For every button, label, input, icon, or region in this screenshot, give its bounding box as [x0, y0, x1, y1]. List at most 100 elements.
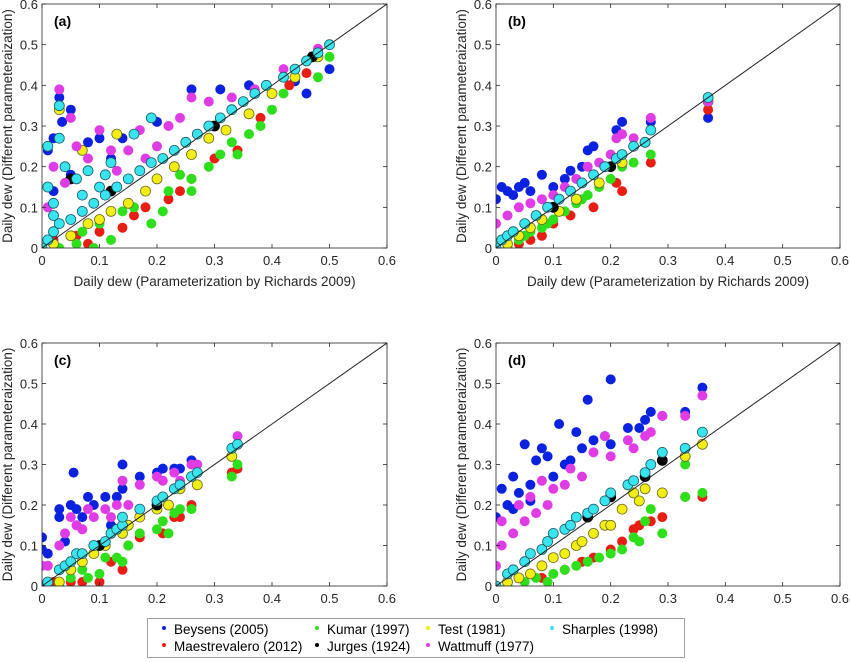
data-point [617, 536, 628, 547]
data-point [508, 190, 519, 201]
data-point [645, 427, 656, 438]
data-point [266, 88, 278, 99]
legend-entry-jurges: Jurges (1924) [315, 639, 410, 655]
data-point [605, 173, 616, 184]
y-tick-label: 0.1 [474, 539, 492, 554]
data-point [588, 141, 599, 152]
data-point [215, 149, 226, 160]
data-point [536, 230, 547, 241]
data-point [324, 64, 335, 75]
data-point [519, 177, 530, 188]
data-point [42, 560, 53, 571]
data-point [703, 112, 714, 123]
y-tick-label: 0.6 [474, 336, 492, 351]
data-point [145, 112, 157, 124]
data-point [48, 197, 59, 209]
data-point [117, 511, 128, 523]
data-point [645, 504, 656, 515]
data-point [65, 214, 77, 225]
data-point [203, 96, 214, 107]
y-tick-label: 0.2 [474, 160, 492, 175]
data-point [117, 475, 128, 486]
data-point [71, 238, 82, 248]
data-point [588, 435, 599, 446]
data-point [157, 206, 168, 217]
data-point [94, 125, 105, 136]
data-point [617, 116, 628, 127]
data-point [134, 471, 145, 482]
points-layer [496, 374, 708, 586]
data-point [122, 197, 134, 209]
data-point [593, 177, 605, 189]
points-layer [42, 431, 243, 586]
data-point [496, 483, 507, 494]
data-point [106, 512, 116, 523]
series-beysens-2005 [42, 443, 237, 559]
data-point [582, 394, 593, 405]
data-point [117, 459, 128, 470]
data-point [548, 568, 559, 579]
data-point [94, 133, 105, 144]
data-point [71, 504, 82, 515]
data-point [570, 193, 582, 205]
data-point [94, 577, 105, 586]
data-point [111, 165, 122, 176]
y-axis-label: Daily dew (Different parameteraization) [454, 348, 469, 582]
data-point [140, 185, 151, 197]
x-tick-label: 0.6 [378, 591, 396, 606]
data-point [83, 153, 93, 164]
data-point [99, 169, 111, 181]
data-point [226, 137, 237, 148]
data-point [496, 218, 501, 229]
series-wattmuff-1977 [42, 431, 243, 571]
data-point [324, 51, 335, 62]
legend-label: Test (1981) [438, 622, 506, 637]
data-point [640, 516, 651, 527]
data-point [634, 423, 645, 433]
data-point [599, 431, 610, 442]
data-point [186, 92, 197, 103]
data-point [106, 234, 116, 245]
data-point [192, 459, 203, 470]
legend-marker [162, 643, 166, 648]
panel-b: 00 0.1 0.1 0.2 0.2 0.3 0.3 0.4 0.4 0.5 0.5 0.6 0.6 (b… [454, 0, 849, 289]
data-point [588, 528, 599, 539]
x-tick-label: 0.3 [659, 253, 677, 268]
data-point [203, 161, 214, 172]
data-point [559, 548, 571, 559]
data-point [105, 205, 117, 217]
data-point [71, 141, 82, 152]
data-point [82, 165, 94, 177]
data-point [88, 512, 99, 523]
data-point [175, 112, 185, 123]
data-point [65, 104, 76, 115]
y-axis-label: Daily dew (Different parameteraization) [0, 9, 15, 243]
series-wattmuff-1977 [496, 390, 708, 571]
data-point [548, 471, 559, 482]
data-point [71, 173, 82, 185]
data-point [605, 374, 616, 385]
data-point [53, 100, 65, 112]
data-point [278, 64, 289, 75]
data-point [140, 202, 151, 213]
data-point [525, 568, 536, 580]
data-point [123, 145, 134, 156]
data-point [57, 116, 68, 127]
data-point [605, 519, 617, 531]
x-tick-label: 0.1 [544, 253, 562, 268]
y-tick-label: 0.6 [20, 0, 38, 12]
data-point [496, 560, 501, 571]
data-point [117, 222, 128, 233]
data-point [588, 447, 599, 458]
y-tick-label: 0.5 [474, 38, 492, 53]
data-point [145, 157, 157, 169]
y-tick-label: 0.4 [20, 417, 38, 432]
data-point [525, 198, 536, 209]
data-point [76, 189, 88, 201]
data-point [255, 112, 266, 123]
data-point [117, 556, 128, 567]
data-point [628, 443, 639, 454]
data-point [59, 161, 71, 173]
data-point [496, 540, 507, 551]
data-point [697, 390, 708, 401]
